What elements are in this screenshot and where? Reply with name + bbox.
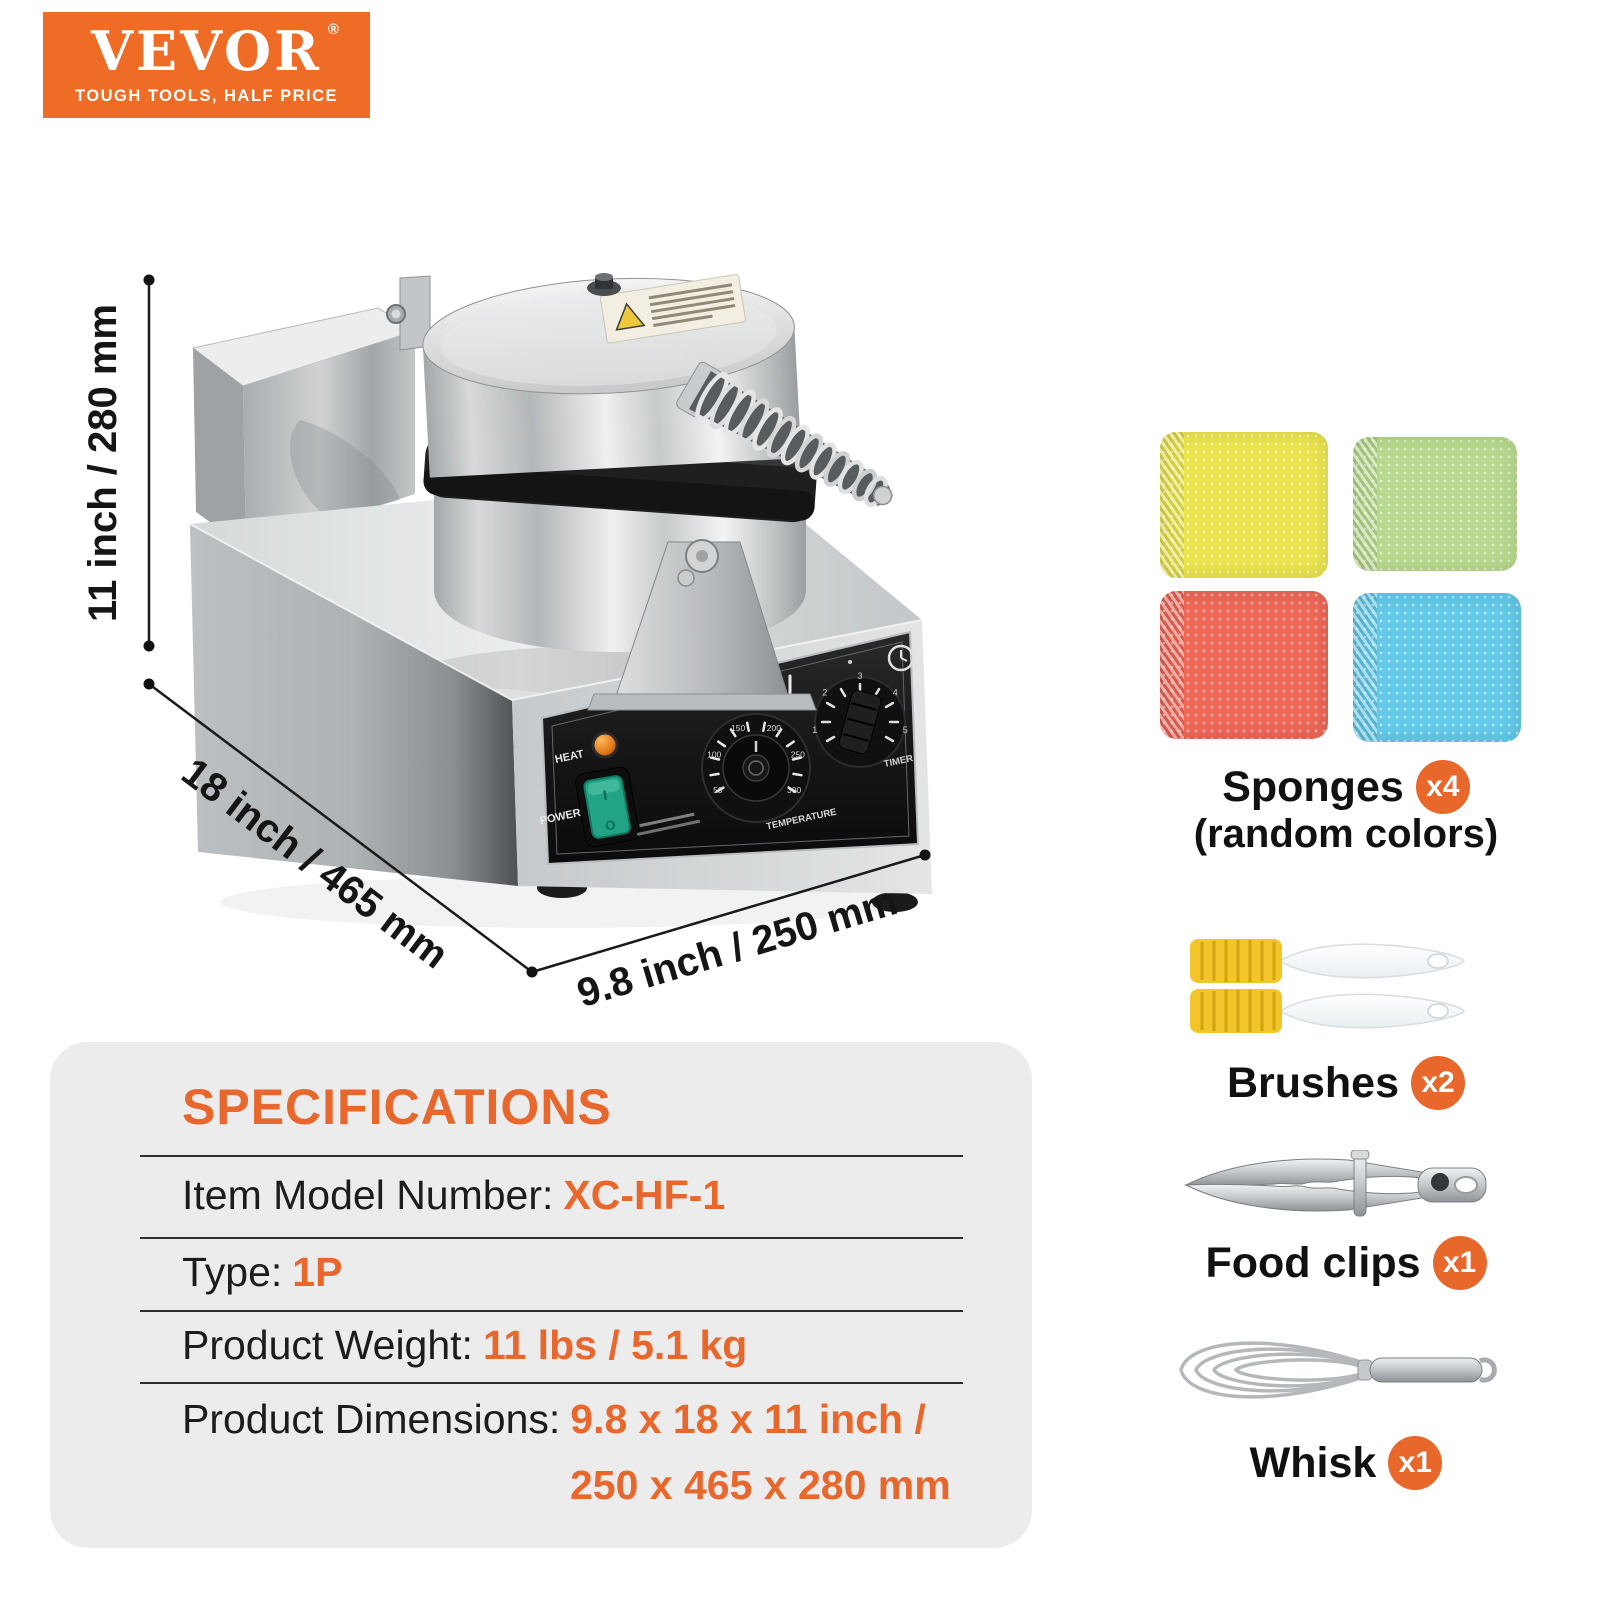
- food-clips-count-badge: x1: [1432, 1236, 1487, 1290]
- divider: [140, 1237, 963, 1239]
- whisk-count-badge: x1: [1388, 1436, 1443, 1490]
- temperature-scale: 50 100 150 200 250 300: [707, 723, 805, 795]
- svg-text:250: 250: [791, 749, 805, 759]
- whisk-label: Whisk: [1249, 1438, 1377, 1487]
- spec-row-model: Item Model Number: XC-HF-1: [182, 1172, 726, 1218]
- dimension-dots: [143, 274, 931, 978]
- brush: [1190, 939, 1465, 983]
- whisk-illustration: [1179, 1341, 1497, 1399]
- support-bracket: [587, 539, 817, 711]
- waffle-drum: [422, 273, 904, 711]
- svg-text:O: O: [604, 817, 617, 834]
- brushes-count-badge: x2: [1411, 1056, 1466, 1110]
- spec-row-dimensions-line2: 250 x 465 x 280 mm: [570, 1462, 951, 1508]
- warning-sticker: [599, 274, 746, 344]
- vevor-logo: VEVOR ® TOUGH TOOLS, HALF PRICE: [43, 12, 370, 118]
- spec-row-type: Type: 1P: [182, 1249, 343, 1295]
- food-clips-label: Food clips: [1205, 1238, 1421, 1287]
- sponges-note: (random colors): [1193, 812, 1499, 856]
- svg-text:4: 4: [893, 687, 898, 697]
- specifications-panel: SPECIFICATIONS Item Model Number: XC-HF-1…: [50, 1042, 1032, 1548]
- control-panel: HEAT POWER I O: [539, 630, 920, 866]
- timer-scale: 1 2 3 4 5: [812, 671, 908, 735]
- whisk-label-row: Whisk x1: [1136, 1436, 1556, 1490]
- svg-text:150: 150: [731, 723, 745, 733]
- dimension-lines: [147, 280, 926, 974]
- sponges-label: Sponges: [1222, 762, 1404, 811]
- svg-text:200: 200: [767, 723, 781, 733]
- timer-dial[interactable]: 1 2 3 4 5: [812, 660, 908, 768]
- brushes-illustration: [1190, 939, 1465, 1033]
- svg-text:3: 3: [857, 671, 862, 681]
- divider: [140, 1155, 963, 1157]
- power-switch[interactable]: I O: [574, 766, 640, 848]
- svg-text:I: I: [602, 787, 609, 803]
- svg-text:2: 2: [822, 687, 827, 697]
- brushes-label-row: Brushes x2: [1136, 1056, 1556, 1110]
- specifications-title: SPECIFICATIONS: [182, 1079, 612, 1135]
- rear-tower: [191, 275, 431, 548]
- spec-row-weight: Product Weight: 11 lbs / 5.1 kg: [182, 1322, 748, 1368]
- sponge-yellow: [1160, 432, 1328, 578]
- sponge-edge: [1353, 593, 1377, 742]
- clock-icon: [887, 644, 915, 672]
- svg-text:5: 5: [903, 725, 908, 735]
- temperature-dial[interactable]: 50 100 150 200 250 300: [701, 713, 811, 823]
- machine-foot: [872, 892, 918, 912]
- sponge-blue: [1353, 593, 1521, 742]
- certification-text: [636, 812, 701, 836]
- brand-tagline: TOUGH TOOLS, HALF PRICE: [74, 87, 339, 105]
- brand-wordmark: VEVOR ®: [91, 19, 342, 83]
- sponge-green: [1353, 437, 1517, 571]
- food-clips-label-row: Food clips x1: [1136, 1236, 1556, 1290]
- sponges-count-badge: x4: [1415, 760, 1470, 814]
- heat-label: HEAT: [554, 748, 585, 766]
- sponges-label-row: Sponges x4: [1136, 760, 1556, 814]
- lid-bolt: [587, 273, 621, 296]
- divider: [140, 1382, 963, 1384]
- sponge-edge: [1160, 432, 1184, 578]
- sponge-red: [1160, 591, 1328, 739]
- svg-text:1: 1: [812, 725, 817, 735]
- svg-text:50: 50: [713, 785, 723, 795]
- svg-text:300: 300: [787, 785, 801, 795]
- food-clips-illustration: [1184, 1150, 1487, 1217]
- svg-text:100: 100: [707, 749, 721, 759]
- sponge-edge: [1353, 437, 1377, 571]
- heat-indicator-light: [591, 731, 619, 759]
- sponge-edge: [1160, 591, 1184, 739]
- brush: [1190, 989, 1465, 1033]
- divider: [140, 1310, 963, 1312]
- spec-row-dimensions: Product Dimensions: 9.8 x 18 x 11 inch /: [182, 1396, 926, 1442]
- spring-handle[interactable]: [675, 360, 904, 522]
- brushes-label: Brushes: [1226, 1058, 1400, 1107]
- registered-mark: ®: [327, 21, 342, 38]
- height-dimension-label: 11 inch / 280 mm: [81, 304, 125, 622]
